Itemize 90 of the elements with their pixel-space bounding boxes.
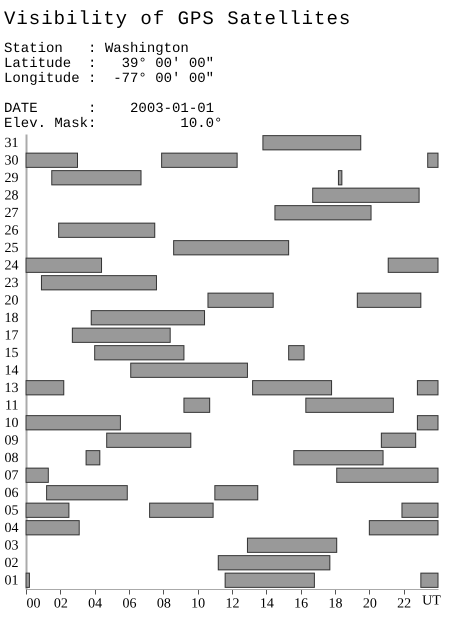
x-tick-label: 00 xyxy=(26,596,40,612)
bar xyxy=(288,345,305,360)
bar xyxy=(90,310,206,326)
x-tick-label: 06 xyxy=(122,596,136,612)
chart-title: Visibility of GPS Satellites xyxy=(3,7,352,30)
y-tick-label: 26 xyxy=(4,223,18,238)
y-tick-label: 11 xyxy=(5,398,18,414)
x-tick-label: 18 xyxy=(328,596,342,612)
y-tick-label: 14 xyxy=(4,363,18,378)
text: Latitude : 39° 00' 00" xyxy=(4,56,216,72)
y-tick-label: 03 xyxy=(4,538,18,554)
bar xyxy=(149,502,214,518)
y-tick-label: 01 xyxy=(4,573,18,588)
bar xyxy=(51,170,142,186)
x-tick-label: 16 xyxy=(294,596,308,612)
y-tick-label: 28 xyxy=(4,188,18,204)
y-tick-label: 25 xyxy=(4,240,18,256)
bar xyxy=(420,572,438,588)
bar xyxy=(252,380,332,396)
bar xyxy=(305,398,394,413)
bar xyxy=(336,468,438,483)
y-tick-label: 31 xyxy=(4,136,18,151)
y-tick-label: 29 xyxy=(4,170,18,186)
bar xyxy=(207,292,274,308)
y-tick-label: 24 xyxy=(4,258,18,274)
bar xyxy=(161,152,238,168)
bar xyxy=(293,450,384,466)
bar xyxy=(218,555,330,570)
bar xyxy=(173,240,290,256)
x-tick-label: 12 xyxy=(226,596,240,612)
y-tick-label: 20 xyxy=(4,293,18,308)
bar xyxy=(183,398,210,413)
x-tick-label: 04 xyxy=(88,596,102,612)
x-tick-label: 14 xyxy=(260,596,274,612)
y-tick-label: 08 xyxy=(4,450,18,466)
bar xyxy=(224,572,315,588)
y-tick-label: 30 xyxy=(4,153,18,168)
text: Station : Washington xyxy=(4,41,190,57)
bar xyxy=(46,485,128,500)
bar xyxy=(106,432,192,448)
y-tick-label: 18 xyxy=(4,310,18,326)
y-tick-label: 06 xyxy=(4,486,18,501)
bar xyxy=(356,292,422,308)
text: DATE : 2003-01-01 xyxy=(4,101,216,117)
y-tick-label: 15 xyxy=(4,346,18,361)
bar xyxy=(86,450,100,466)
y-tick-label: 27 xyxy=(4,206,18,221)
y-tick-label: 17 xyxy=(4,328,18,344)
bar xyxy=(26,502,70,518)
bar xyxy=(274,205,372,220)
bar xyxy=(26,380,64,396)
x-tick-label: 20 xyxy=(362,596,377,612)
bar xyxy=(416,380,438,396)
bar xyxy=(401,502,438,518)
y-tick-label: 07 xyxy=(4,468,18,484)
bar xyxy=(130,362,248,378)
bar xyxy=(26,520,80,536)
bar xyxy=(94,345,184,360)
y-tick-label: 10 xyxy=(4,416,18,431)
text: Longitude : -77° 00' 00" xyxy=(4,71,216,87)
bar xyxy=(214,485,258,500)
bar xyxy=(427,152,438,168)
bar xyxy=(26,572,30,588)
y-tick-label: 23 xyxy=(4,276,18,291)
bar xyxy=(338,170,342,186)
x-tick-label: 22 xyxy=(397,596,412,612)
y-tick-label: 05 xyxy=(4,503,18,518)
bar xyxy=(312,188,420,203)
bar xyxy=(416,415,438,430)
y-tick-label: 09 xyxy=(4,433,18,448)
x-tick-label: 02 xyxy=(54,596,68,612)
bar xyxy=(368,520,438,536)
bar xyxy=(380,432,416,448)
bar xyxy=(246,538,338,553)
bar xyxy=(26,258,102,273)
x-tick-label: 08 xyxy=(156,596,171,612)
y-tick-label: 04 xyxy=(4,520,18,536)
y-tick-label: 13 xyxy=(4,380,18,396)
text: Elev. Mask: 10.0° xyxy=(4,116,224,132)
bar xyxy=(262,135,362,150)
bar xyxy=(26,415,121,430)
x-axis-title: UT xyxy=(422,594,442,608)
bar xyxy=(72,328,171,343)
bar xyxy=(388,258,438,273)
bar xyxy=(26,152,78,168)
bar xyxy=(26,468,49,483)
y-tick-label: 02 xyxy=(4,556,18,571)
bar xyxy=(58,222,156,238)
x-tick-label: 10 xyxy=(191,596,206,612)
bar xyxy=(40,275,157,290)
